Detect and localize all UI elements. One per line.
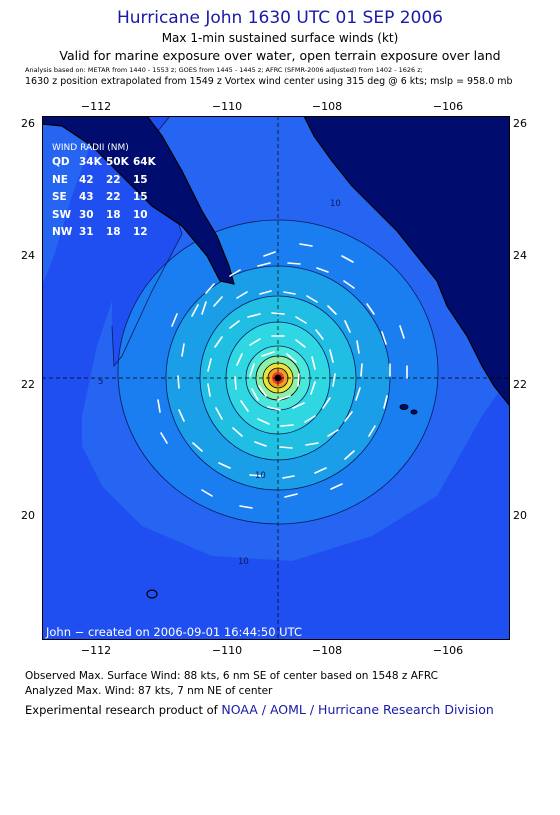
lat-tick-right: 26 [513,117,527,130]
isla-socorro [146,589,158,599]
baja-california [42,116,235,285]
quadrant: NW [52,226,73,238]
lat-tick-right: 22 [513,378,527,391]
wind-field-map: 10 20 10 10 5 [42,116,510,640]
contour-label: 10 [238,557,249,567]
wind-radii-row: NW 31 18 12 [52,224,160,242]
contour-labels: 10 20 10 10 5 [98,199,341,567]
analyzed-max-wind: Analyzed Max. Wind: 87 kts, 7 nm NE of c… [25,685,273,697]
radius-34k: 43 [79,191,94,203]
radius-50k: 18 [106,226,121,238]
quadrant: SW [52,208,72,221]
lat-tick-left: 22 [21,378,35,391]
lon-tick-bottom: −106 [432,644,464,657]
product-credit: Experimental research product of NOAA / … [25,702,494,717]
wind-radii-row: SW 30 18 10 [52,207,160,225]
lon-tick-bottom: −112 [80,644,112,657]
lon-tick-top: −106 [432,100,464,113]
observed-max-wind: Observed Max. Surface Wind: 88 kts, 6 nm… [25,670,439,682]
radius-64k: 15 [133,173,148,186]
contour-label: 10 [330,199,341,209]
radius-64k: 10 [133,208,148,221]
col-header: 50K [106,156,129,168]
radius-50k: 22 [106,191,121,203]
islas-marias [410,409,418,415]
lat-tick-left: 24 [21,249,35,262]
lon-tick-top: −110 [211,100,243,113]
wind-radii-row: SE 43 22 15 [52,189,160,207]
position-note: 1630 z position extrapolated from 1549 z… [25,76,513,87]
analysis-sources-note: Analysis based on: METAR from 1440 - 155… [25,66,423,74]
col-header: 34K [79,156,102,168]
contour-label: 10 [255,471,266,481]
mainland-mexico [303,116,510,407]
product-prefix: Experimental research product of [25,703,218,717]
lon-tick-bottom: −108 [311,644,343,657]
radius-64k: 15 [133,191,148,203]
quadrant: SE [52,191,67,203]
col-header: 64K [133,156,156,168]
lon-tick-top: −112 [80,100,112,113]
wind-radii-row: NE 42 22 15 [52,172,160,190]
wind-radii-title: WIND RADII (NM) [52,143,129,153]
radius-34k: 30 [79,208,94,221]
lon-tick-top: −108 [311,100,343,113]
quadrant: NE [52,173,68,186]
lat-tick-left: 20 [21,509,35,522]
wind-radii-header-row: QD 34K 50K 64K [52,154,160,172]
radius-64k: 12 [133,226,148,238]
land-masses [42,116,510,599]
radius-50k: 22 [106,173,121,186]
lon-tick-bottom: −110 [211,644,243,657]
validity-note: Valid for marine exposure over water, op… [59,48,501,63]
map-title: Hurricane John 1630 UTC 01 SEP 2006 [117,8,443,28]
lat-tick-right: 24 [513,249,527,262]
islas-marias [399,404,409,410]
lat-tick-right: 20 [513,509,527,522]
map-subtitle: Max 1-min sustained surface winds (kt) [161,31,399,45]
radius-50k: 18 [106,208,121,221]
wind-barbs [157,243,408,509]
wind-radii-table: WIND RADII (NM) QD 34K 50K 64K NE 42 22 15 SE 4… [52,143,160,242]
hrd-link[interactable]: NOAA / AOML / Hurricane Research Divisio… [221,702,494,717]
lat-tick-left: 26 [21,117,35,130]
map-credit: John − created on 2006-09-01 16:44:50 UT… [46,625,302,639]
contour-label: 5 [98,377,103,387]
col-header: QD [52,156,70,168]
lat-lon-grid [42,116,510,640]
radius-34k: 42 [79,173,94,186]
radius-34k: 31 [79,226,94,238]
